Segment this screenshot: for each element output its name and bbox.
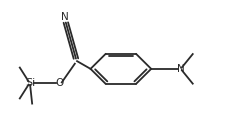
Text: N: N bbox=[176, 64, 183, 74]
Text: Si: Si bbox=[25, 78, 35, 88]
Text: O: O bbox=[55, 78, 63, 88]
Text: N: N bbox=[61, 12, 68, 22]
